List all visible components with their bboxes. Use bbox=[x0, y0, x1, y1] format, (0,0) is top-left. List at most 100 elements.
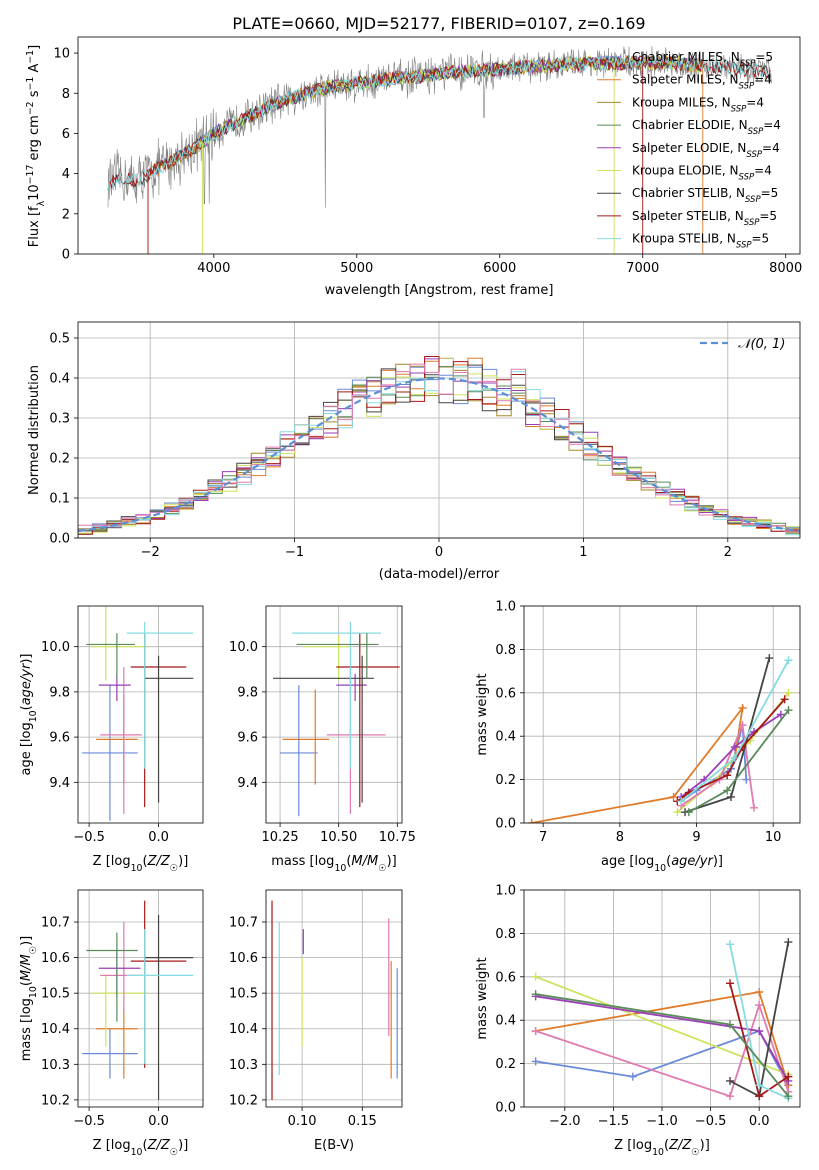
y-axis-label: Normed distribution bbox=[27, 365, 42, 495]
series-line bbox=[535, 1002, 790, 1098]
x-tick-label: 0.0 bbox=[148, 830, 169, 845]
y-tick-label: 0.5 bbox=[49, 332, 70, 347]
y-tick-label: 0.6 bbox=[495, 686, 516, 701]
series-marker bbox=[750, 803, 758, 812]
grid-lines bbox=[78, 890, 203, 1107]
y-tick-label: 0.1 bbox=[49, 492, 70, 507]
error-bar-point bbox=[126, 621, 194, 769]
mass-weight-vs-metallicity-panel: −2.0 −1.5 −1.0 −0.5 0.0 0.0 0.2 0.4 0.6 0.8 1.0 Z [… bbox=[475, 884, 801, 1158]
series-marker bbox=[727, 792, 735, 801]
age-vs-metallicity-panel: −0.5 0.0 9.4 9.6 9.8 10.0 Z [log10(Z/Z☉)] age [… bbox=[19, 605, 204, 874]
series-line bbox=[531, 704, 744, 823]
series-marker bbox=[755, 987, 764, 996]
y-tick-label: 0.2 bbox=[49, 452, 70, 467]
spectrum-panel: 4000 5000 6000 7000 8000 0 2 4 6 8 10 Chabrier MILE… bbox=[25, 36, 802, 298]
x-tick-label: 8000 bbox=[769, 261, 802, 276]
error-bar-point bbox=[326, 667, 386, 814]
error-bar-point bbox=[96, 1007, 138, 1079]
model-spectrum-line bbox=[107, 55, 771, 191]
x-tick-label: 1 bbox=[579, 545, 587, 560]
plot-area bbox=[82, 606, 194, 821]
x-axis-label: Z [log10(Z/Z☉)] bbox=[614, 1138, 710, 1158]
y-tick-label: 0.0 bbox=[49, 532, 70, 547]
y-tick-label: 9.6 bbox=[49, 731, 70, 746]
y-tick-label: 10.3 bbox=[41, 1058, 70, 1073]
error-bar-point bbox=[100, 922, 142, 1011]
y-tick-label: 10 bbox=[53, 47, 70, 62]
series-marker bbox=[531, 972, 540, 981]
error-bar-point bbox=[303, 635, 351, 681]
series-marker bbox=[531, 1027, 540, 1036]
residual-histogram-panel: −2 −1 0 1 2 0.0 0.1 0.2 0.3 0.4 0.5 𝒩(0, 1) (data-mo… bbox=[27, 321, 801, 582]
series-marker bbox=[723, 786, 732, 795]
axes-frame bbox=[77, 321, 801, 539]
plot-area bbox=[107, 45, 772, 254]
mass-vs-ebv-panel: 0.10 0.15 10.2 10.3 10.4 10.5 10.6 10.7 E(B-V) bbox=[229, 889, 403, 1153]
axes: −2 −1 0 1 2 0.0 0.1 0.2 0.3 0.4 0.5 bbox=[49, 321, 801, 560]
x-tick-label: 7 bbox=[539, 830, 547, 845]
axes: 10.25 10.50 10.75 9.4 9.6 9.8 10.0 bbox=[229, 605, 416, 845]
plot-area bbox=[527, 654, 793, 823]
axes: −0.5 0.0 10.2 10.3 10.4 10.5 10.6 10.7 bbox=[41, 889, 204, 1129]
y-tick-label: 4 bbox=[62, 167, 70, 182]
error-bar-point bbox=[86, 932, 138, 1022]
y-tick-label: 10.4 bbox=[41, 1022, 70, 1037]
axes-frame bbox=[523, 605, 801, 824]
error-bar-point bbox=[82, 1028, 138, 1079]
x-tick-label: 0.15 bbox=[348, 1114, 377, 1129]
legend-label: 𝒩(0, 1) bbox=[738, 337, 785, 352]
legend-label: Kroupa MILES, NSSP=4 bbox=[632, 95, 764, 114]
y-tick-label: 9.8 bbox=[237, 685, 258, 700]
y-axis-label: mass weight bbox=[475, 957, 490, 1039]
mass-weight-series bbox=[527, 703, 747, 823]
series-marker bbox=[755, 1092, 764, 1101]
plot-area bbox=[531, 938, 793, 1103]
y-tick-label: 0.4 bbox=[495, 730, 516, 745]
series-marker bbox=[726, 1020, 735, 1029]
y-tick-label: 0.0 bbox=[495, 1101, 516, 1116]
series-marker bbox=[755, 1081, 764, 1090]
y-tick-label: 9.8 bbox=[49, 685, 70, 700]
x-tick-label: 10.75 bbox=[379, 830, 416, 845]
error-bar-point bbox=[144, 914, 194, 1100]
x-axis-label: (data-model)/error bbox=[379, 567, 500, 582]
axes-frame bbox=[523, 889, 801, 1108]
series-marker bbox=[780, 695, 789, 704]
mass-weight-series bbox=[677, 656, 793, 806]
axes: −2.0 −1.5 −1.0 −0.5 0.0 0.0 0.2 0.4 0.6 0.8 1.0 bbox=[495, 884, 801, 1129]
plot-area bbox=[271, 900, 398, 1100]
series-marker bbox=[784, 688, 793, 697]
y-tick-label: 6 bbox=[62, 127, 70, 142]
axes-frame bbox=[77, 889, 204, 1108]
x-tick-label: 8 bbox=[616, 830, 624, 845]
series-marker bbox=[726, 979, 735, 988]
series-marker bbox=[726, 940, 735, 949]
plot-area bbox=[78, 356, 800, 537]
y-tick-label: 10.2 bbox=[41, 1093, 70, 1108]
error-bar-point bbox=[144, 655, 194, 803]
y-tick-label: 10.7 bbox=[41, 916, 70, 931]
error-bar-point bbox=[291, 621, 381, 769]
y-axis-label: mass [log10(M/M☉)] bbox=[19, 936, 39, 1062]
axes-frame bbox=[265, 605, 403, 824]
series-marker bbox=[765, 654, 774, 663]
y-tick-label: 0.2 bbox=[495, 1057, 516, 1072]
x-axis-label: mass [log10(M/M☉)] bbox=[271, 854, 397, 874]
y-tick-label: 9.6 bbox=[237, 731, 258, 746]
series-marker bbox=[531, 1057, 540, 1066]
y-tick-label: 9.4 bbox=[237, 776, 258, 791]
y-tick-label: 0.4 bbox=[49, 372, 70, 387]
series-marker bbox=[723, 771, 732, 780]
y-tick-label: 0.8 bbox=[495, 643, 516, 658]
legend-label: Kroupa ELODIE, NSSP=4 bbox=[632, 164, 772, 183]
axes: 0.10 0.15 10.2 10.3 10.4 10.5 10.6 10.7 bbox=[229, 889, 403, 1129]
error-bar-point bbox=[126, 929, 194, 1065]
series-line bbox=[676, 692, 790, 813]
y-tick-label: 0.4 bbox=[495, 1014, 516, 1029]
error-bar-point bbox=[273, 655, 374, 803]
y-tick-label: 10.6 bbox=[41, 951, 70, 966]
series-marker bbox=[784, 656, 793, 665]
series-marker bbox=[784, 706, 793, 715]
series-marker bbox=[531, 990, 540, 999]
legend: Chabrier MILES, NSSP=5 Salpeter MILES, NS… bbox=[597, 50, 781, 251]
